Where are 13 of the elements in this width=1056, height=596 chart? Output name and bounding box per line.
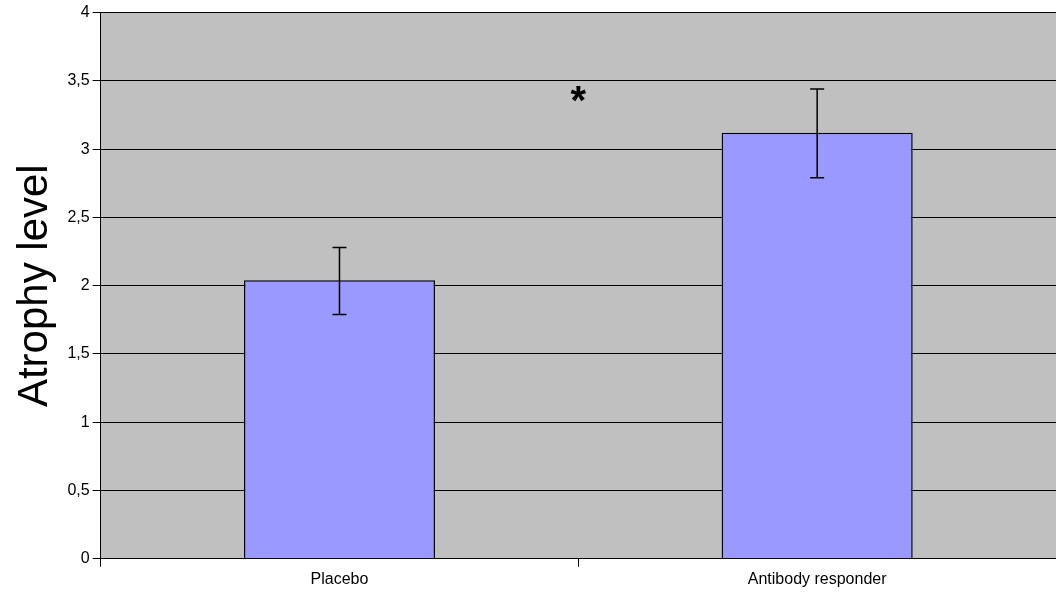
y-tick-label: 2: [80, 276, 90, 294]
y-tick-label: 1: [80, 412, 90, 430]
annotation: *: [570, 77, 587, 122]
y-axis-title: Atrophy level: [8, 164, 56, 408]
y-tick-label: 3,5: [67, 71, 90, 89]
x-tick-label: Antibody responder: [747, 569, 888, 587]
y-tick-label: 2,5: [67, 207, 90, 225]
y-tick-label: 0,5: [67, 480, 90, 498]
y-tick-label: 1,5: [67, 344, 90, 362]
y-tick-label: 4: [80, 3, 90, 21]
x-tick-label: Placebo: [310, 569, 369, 587]
y-tick-label: 3: [80, 139, 90, 157]
y-tick-label: 0: [80, 549, 90, 567]
